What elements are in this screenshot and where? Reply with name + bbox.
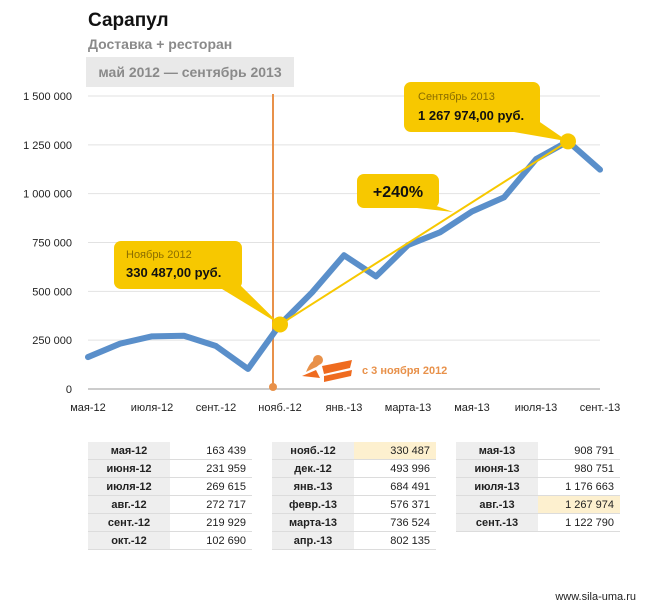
end-callout-box	[404, 82, 540, 132]
table-row: апр.-13 802 135	[272, 531, 436, 550]
end-callout-value: 1 267 974,00 руб.	[418, 108, 524, 123]
table-month: июля-12	[88, 477, 170, 496]
table-value: 802 135	[354, 531, 436, 550]
x-tick-label: нояб.-12	[258, 402, 301, 414]
table-month: окт.-12	[88, 531, 170, 550]
table-value: 493 996	[354, 459, 436, 478]
table-value: 1 176 663	[538, 477, 620, 496]
table-value: 684 491	[354, 477, 436, 496]
y-tick-label: 0	[66, 384, 72, 396]
table-row: дек.-12 493 996	[272, 459, 436, 478]
table-value: 102 690	[170, 531, 252, 550]
table-month: янв.-13	[272, 477, 354, 496]
growth-badge	[357, 174, 439, 208]
end-callout-label: Сентябрь 2013	[418, 91, 495, 103]
table-month: мая-12	[88, 442, 170, 460]
table-value: 163 439	[170, 442, 252, 460]
y-tick-label: 1 000 000	[23, 189, 72, 201]
x-tick-label: мая-13	[454, 402, 490, 414]
y-tick-label: 1 500 000	[23, 91, 72, 103]
table-row: марта-13 736 524	[272, 513, 436, 532]
table-row: мая-12 163 439	[88, 442, 252, 460]
start-callout-value: 330 487,00 руб.	[126, 265, 221, 280]
marker-dot	[269, 383, 277, 391]
table-month: февр.-13	[272, 495, 354, 514]
table-row: сент.-12 219 929	[88, 513, 252, 532]
table-row: мая-13 908 791	[456, 442, 620, 460]
period-badge: май 2012 — сентябрь 2013	[86, 57, 294, 87]
table-month: сент.-12	[88, 513, 170, 532]
data-table-col2: нояб.-12 330 487 дек.-12 493 996 янв.-13 68…	[272, 442, 436, 550]
table-month: авг.-13	[456, 495, 538, 514]
x-tick-label: марта-13	[385, 402, 432, 414]
table-value-highlight: 330 487	[354, 442, 436, 460]
table-row: июня-12 231 959	[88, 459, 252, 478]
table-value: 231 959	[170, 459, 252, 478]
x-tick-label: июля-13	[515, 402, 557, 414]
x-tick-label: сент.-12	[196, 402, 236, 414]
y-tick-label: 250 000	[32, 335, 72, 347]
table-row: окт.-12 102 690	[88, 531, 252, 550]
x-tick-label: янв.-13	[326, 402, 363, 414]
table-month: апр.-13	[272, 531, 354, 550]
table-row: авг.-12 272 717	[88, 495, 252, 514]
table-month: марта-13	[272, 513, 354, 532]
table-month: мая-13	[456, 442, 538, 460]
marker-annotation: с 3 ноября 2012	[362, 365, 447, 377]
x-tick-label: мая-12	[70, 402, 106, 414]
table-value: 1 122 790	[538, 513, 620, 532]
table-row: июля-12 269 615	[88, 477, 252, 496]
y-tick-label: 500 000	[32, 286, 72, 298]
table-row: авг.-13 1 267 974	[456, 495, 620, 514]
table-row: июля-13 1 176 663	[456, 477, 620, 496]
growth-badge-label: +240%	[373, 184, 423, 201]
line-chart: 0 250 000 500 000 750 000 1 000 000 1 250 000…	[23, 82, 620, 414]
table-month: авг.-12	[88, 495, 170, 514]
table-month: дек.-12	[272, 459, 354, 478]
aero-pizza-logo-icon	[302, 355, 352, 382]
table-value: 908 791	[538, 442, 620, 460]
start-callout-label: Ноябрь 2012	[126, 249, 192, 261]
table-value: 272 717	[170, 495, 252, 514]
start-callout-box	[114, 241, 242, 289]
table-month: сент.-13	[456, 513, 538, 532]
table-value: 269 615	[170, 477, 252, 496]
table-month: июля-13	[456, 477, 538, 496]
table-row: нояб.-12 330 487	[272, 442, 436, 460]
table-month: июня-13	[456, 459, 538, 478]
data-table-col3: мая-13 908 791 июня-13 980 751 июля-13 1 17…	[456, 442, 620, 532]
table-row: янв.-13 684 491	[272, 477, 436, 496]
start-callout-pointer	[222, 283, 280, 325]
table-row: февр.-13 576 371	[272, 495, 436, 514]
data-table-col1: мая-12 163 439 июня-12 231 959 июля-12 269 …	[88, 442, 252, 550]
footer-url: www.sila-uma.ru	[555, 591, 636, 603]
chart-subtitle: Доставка + ресторан	[88, 36, 233, 52]
x-tick-label: июля-12	[131, 402, 173, 414]
y-tick-label: 750 000	[32, 238, 72, 250]
table-month: июня-12	[88, 459, 170, 478]
table-month: нояб.-12	[272, 442, 354, 460]
y-tick-label: 1 250 000	[23, 140, 72, 152]
table-row: июня-13 980 751	[456, 459, 620, 478]
table-value: 576 371	[354, 495, 436, 514]
table-value: 736 524	[354, 513, 436, 532]
series-line	[85, 138, 603, 372]
table-row: сент.-13 1 122 790	[456, 513, 620, 532]
growth-line	[279, 140, 569, 326]
chart-title: Сарапул	[88, 10, 169, 31]
table-value: 980 751	[538, 459, 620, 478]
table-value-highlight: 1 267 974	[538, 495, 620, 514]
x-tick-label: сент.-13	[580, 402, 620, 414]
table-value: 219 929	[170, 513, 252, 532]
